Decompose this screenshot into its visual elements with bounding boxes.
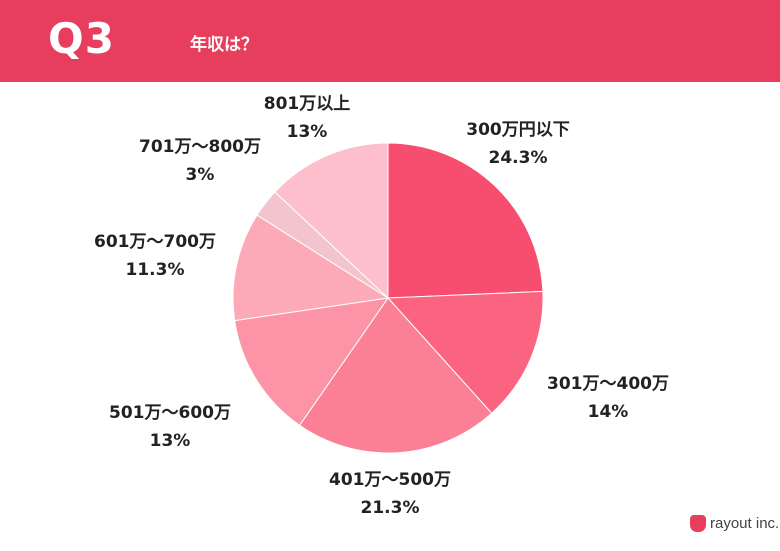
slice-value-4: 11.3% bbox=[125, 260, 185, 280]
slice-category-4: 601万～700万 bbox=[94, 232, 216, 252]
slice-label-5: 701万～800万 3% bbox=[139, 133, 261, 189]
slice-label-0: 300万円以下 24.3% bbox=[466, 116, 570, 172]
slice-category-0: 300万円以下 bbox=[466, 120, 570, 140]
slice-label-3: 501万～600万 13% bbox=[109, 399, 231, 455]
pie-slice-3 bbox=[234, 297, 390, 427]
header-banner: Q3 年収は？ bbox=[0, 0, 780, 82]
slice-label-1: 301万～400万 14% bbox=[547, 370, 669, 426]
slice-category-1: 301万～400万 bbox=[547, 374, 669, 394]
slice-label-6: 801万以上 13% bbox=[264, 90, 351, 146]
slice-category-5: 701万～800万 bbox=[139, 137, 261, 157]
slice-category-2: 401万～500万 bbox=[329, 470, 451, 490]
slice-category-3: 501万～600万 bbox=[109, 403, 231, 423]
company-logo: rayout inc. bbox=[690, 515, 779, 532]
slice-value-5: 3% bbox=[185, 165, 215, 185]
question-text: 年収は？ bbox=[190, 35, 258, 55]
slice-value-1: 14% bbox=[587, 402, 629, 422]
slice-category-6: 801万以上 bbox=[263, 94, 351, 114]
pie-slice-2 bbox=[298, 297, 493, 454]
slice-value-3: 13% bbox=[149, 431, 191, 451]
slice-value-2: 21.3% bbox=[360, 498, 420, 518]
logo-mark-icon bbox=[690, 515, 706, 532]
slice-value-6: 13% bbox=[286, 122, 328, 142]
pie-slice-6 bbox=[274, 142, 389, 300]
pie-slice-1 bbox=[386, 290, 544, 414]
slice-value-0: 24.3% bbox=[488, 148, 548, 168]
question-number: Q3 bbox=[48, 14, 115, 63]
pie-slice-4 bbox=[232, 214, 390, 322]
logo-text: rayout inc. bbox=[710, 515, 780, 532]
pie-slice-0 bbox=[387, 142, 544, 299]
slice-label-4: 601万～700万 11.3% bbox=[94, 228, 216, 284]
slice-label-2: 401万～500万 21.3% bbox=[329, 466, 451, 522]
